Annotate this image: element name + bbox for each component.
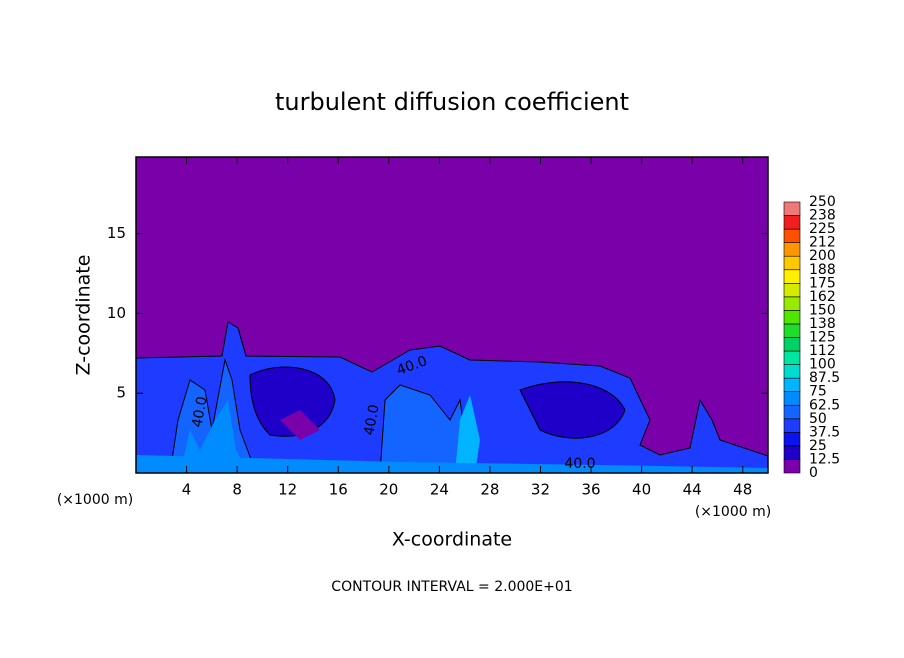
x-tick-label: 16 xyxy=(329,481,348,499)
y-tick-label: 15 xyxy=(107,224,126,242)
chart-title: turbulent diffusion coefficient xyxy=(275,88,629,116)
colorbar-label: 188 xyxy=(809,262,836,278)
contour-label: 40.0 xyxy=(564,456,595,472)
colorbar-label: 225 xyxy=(809,221,836,237)
x-unit: (×1000 m) xyxy=(695,504,771,520)
colorbar-band xyxy=(783,364,801,379)
colorbar-band xyxy=(783,459,801,474)
colorbar-band xyxy=(783,404,801,420)
region xyxy=(455,395,480,473)
colorbar-label: 25 xyxy=(809,438,827,454)
x-tick-label: 28 xyxy=(480,481,499,499)
y-tick-label: 5 xyxy=(116,384,126,402)
region xyxy=(136,455,768,473)
colorbar-label: 250 xyxy=(809,194,836,210)
colorbar-band xyxy=(783,377,801,392)
colorbar-label: 212 xyxy=(809,235,836,251)
colorbar-label: 125 xyxy=(809,330,836,346)
colorbar-band xyxy=(783,350,801,365)
colorbar-band xyxy=(783,201,801,216)
x-tick-label: 36 xyxy=(581,481,600,499)
colorbar-label: 87.5 xyxy=(809,370,840,386)
colorbar-label: 75 xyxy=(809,384,827,400)
colorbar-label: 200 xyxy=(809,248,836,264)
x-tick-label: 24 xyxy=(430,481,449,499)
colorbar-band xyxy=(783,215,801,230)
x-tick-label: 40 xyxy=(632,481,651,499)
colorbar-band xyxy=(783,323,801,338)
field xyxy=(135,157,769,474)
colorbar-label: 37.5 xyxy=(809,424,840,440)
colorbar-label: 0 xyxy=(809,465,818,481)
colorbar-label: 162 xyxy=(809,289,836,305)
plot-frame xyxy=(135,156,769,474)
x-tick-label: 48 xyxy=(733,481,752,499)
x-tick-label: 44 xyxy=(683,481,702,499)
colorbar-band xyxy=(783,337,801,352)
contour-label: 40.0 xyxy=(361,403,382,436)
contour-label: 40.0 xyxy=(189,395,210,428)
colorbar-label: 238 xyxy=(809,208,836,224)
x-unit: (×1000 m) xyxy=(57,492,133,508)
colorbar-band xyxy=(783,418,801,433)
colorbar-band xyxy=(783,310,801,325)
colorbar-label: 12.5 xyxy=(809,451,840,467)
colorbar-label: 62.5 xyxy=(809,397,840,413)
colorbar-label: 112 xyxy=(809,343,836,359)
region xyxy=(180,400,248,473)
footer: CONTOUR INTERVAL = 2.000E+01 xyxy=(331,579,572,595)
colorbar-band xyxy=(783,432,801,447)
colorbar-band xyxy=(783,242,801,257)
colorbar-band xyxy=(783,391,801,406)
colorbar-band xyxy=(783,445,801,460)
colorbar-label: 150 xyxy=(809,302,836,318)
colorbar-band xyxy=(783,228,801,243)
colorbar-label: 175 xyxy=(809,275,836,291)
colorbar-band xyxy=(783,282,801,298)
x-tick-label: 12 xyxy=(278,481,297,499)
x-tick-label: 4 xyxy=(182,481,192,499)
colorbar-band xyxy=(783,296,801,311)
y-axis-label: Z-coordinate xyxy=(73,255,95,376)
region xyxy=(519,381,626,439)
x-tick-label: 8 xyxy=(232,481,242,499)
colorbar-label: 50 xyxy=(809,411,827,427)
colorbar-band xyxy=(783,269,801,284)
region xyxy=(280,410,320,440)
colorbar-label: 100 xyxy=(809,357,836,373)
x-tick-label: 32 xyxy=(531,481,550,499)
region xyxy=(249,366,336,437)
colorbar-band xyxy=(783,255,801,271)
colorbar-label: 138 xyxy=(809,316,836,332)
x-tick-label: 20 xyxy=(379,481,398,499)
y-tick-label: 10 xyxy=(107,304,126,322)
x-axis-label: X-coordinate xyxy=(392,529,512,551)
